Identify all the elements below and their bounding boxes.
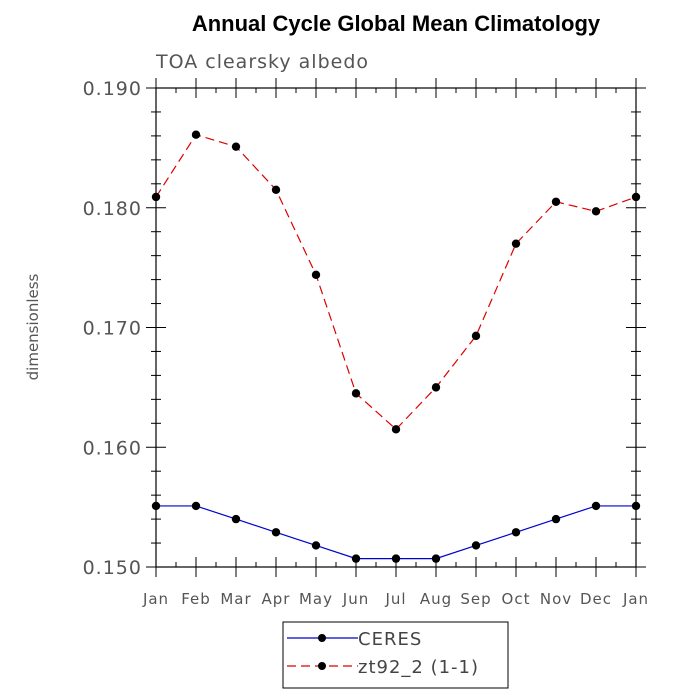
legend: CERES zt92_2 (1-1): [282, 621, 509, 689]
x-tick-label: Nov: [540, 590, 572, 608]
y-tick-labels: 0.150 0.160 0.170 0.180 0.190: [83, 78, 142, 579]
x-tick-label: Jul: [384, 590, 406, 608]
x-tick-label: Jun: [342, 590, 369, 608]
data-point: [271, 528, 281, 537]
data-point: [591, 207, 601, 216]
data-point: [431, 554, 441, 563]
plot-frame: [155, 87, 637, 568]
x-tick-label: Mar: [220, 590, 251, 608]
legend-box: [282, 621, 509, 689]
data-point: [591, 501, 601, 511]
data-point: [511, 528, 521, 537]
data-point: [551, 514, 561, 524]
x-tick-label: Jan: [622, 590, 649, 608]
data-point: [351, 554, 361, 563]
x-tick-label: Dec: [580, 590, 612, 608]
data-point: [191, 130, 201, 139]
data-point: [231, 514, 241, 524]
axis-ticks: [146, 78, 646, 577]
x-tick-label: Oct: [502, 590, 531, 608]
data-point: [311, 270, 321, 280]
x-tick-label: Sep: [460, 590, 491, 608]
data-point: [551, 197, 561, 206]
series-line-0: [156, 505, 636, 560]
data-point: [511, 239, 521, 248]
data-point: [391, 425, 401, 434]
chart-title: Annual Cycle Global Mean Climatology: [192, 11, 601, 36]
chart-subtitle: TOA clearsky albedo: [155, 51, 369, 73]
data-point: [151, 192, 161, 202]
legend-marker-ceres: [318, 634, 326, 642]
series-line-1: [155, 133, 637, 431]
series-layer: [151, 130, 641, 563]
y-tick-label: 0.190: [83, 78, 142, 100]
data-point: [311, 541, 321, 550]
y-tick-label: 0.170: [83, 318, 142, 340]
data-point: [191, 501, 201, 511]
data-point: [351, 389, 361, 398]
y-axis-label: dimensionless: [24, 273, 42, 380]
x-tick-label: Jan: [142, 590, 169, 608]
legend-label-ceres: CERES: [358, 629, 422, 650]
y-tick-label: 0.160: [83, 437, 142, 459]
data-point: [391, 554, 401, 563]
data-point: [471, 541, 481, 550]
x-tick-label: Apr: [262, 590, 291, 608]
y-tick-label: 0.150: [83, 557, 142, 579]
legend-marker-zt92: [318, 662, 326, 670]
data-point: [471, 331, 481, 341]
data-point: [431, 383, 441, 392]
data-point: [631, 192, 641, 202]
x-tick-label: May: [299, 590, 333, 608]
x-tick-label: Aug: [420, 590, 452, 608]
data-point: [151, 501, 161, 511]
x-tick-labels: Jan Feb Mar Apr May Jun Jul Aug Sep Oct Nov Dec Jan: [142, 590, 649, 608]
data-point: [231, 142, 241, 151]
legend-label-zt92: zt92_2 (1-1): [358, 657, 479, 678]
data-point: [631, 501, 641, 511]
x-tick-label: Feb: [181, 590, 211, 608]
y-tick-label: 0.180: [83, 198, 142, 220]
data-point: [271, 185, 281, 194]
